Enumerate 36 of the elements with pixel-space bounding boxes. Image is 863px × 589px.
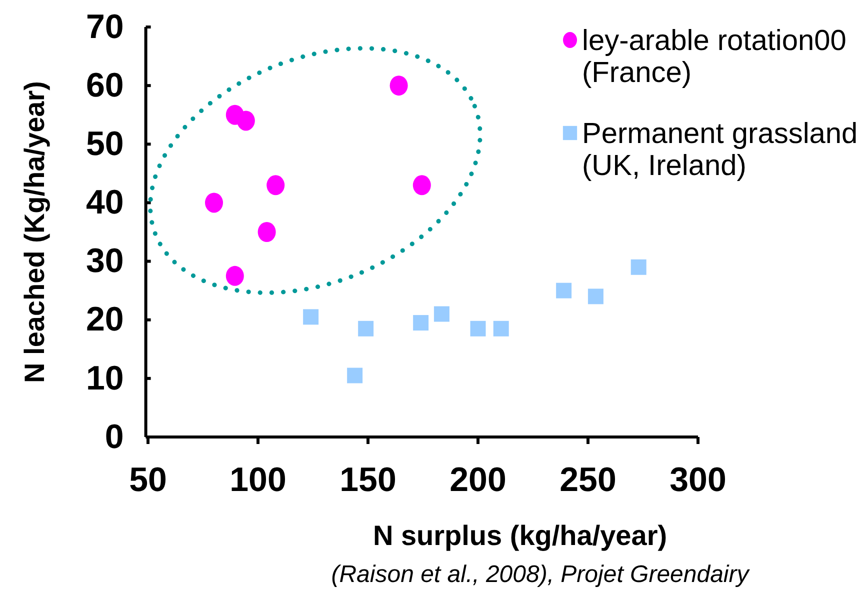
y-axis-title: N leached (Kg/ha/year) — [19, 81, 50, 383]
x-tick-label: 50 — [129, 461, 167, 500]
point — [266, 175, 285, 196]
x-tick-label: 100 — [230, 461, 286, 500]
legend-label: Permanent grassland (UK, Ireland) — [582, 118, 858, 182]
y-tick-label: 0 — [104, 418, 124, 456]
point — [226, 266, 244, 286]
y-tick-label: 40 — [86, 184, 124, 222]
point — [347, 368, 363, 384]
point — [412, 175, 431, 196]
x-tick-label: 200 — [450, 461, 506, 500]
point — [588, 288, 604, 304]
legend-label: ley-arable rotation00 (France) — [582, 25, 846, 89]
y-tick-label: 20 — [86, 300, 124, 339]
point — [236, 110, 255, 131]
point — [258, 222, 276, 242]
point — [390, 76, 408, 96]
x-tick-label: 150 — [340, 461, 396, 500]
point — [205, 192, 223, 213]
x-axis-title: N surplus (kg/ha/year) — [372, 520, 668, 551]
y-tick-label: 30 — [86, 242, 124, 280]
x-tick-label: 300 — [670, 461, 726, 500]
point — [470, 320, 486, 336]
point — [556, 282, 572, 298]
point — [630, 259, 646, 275]
text: (Raison et al., 2008), Projet Greendairy — [331, 561, 751, 588]
y-tick-label: 10 — [86, 359, 124, 398]
point — [434, 306, 450, 322]
x-tick-label: 250 — [560, 461, 616, 500]
point — [303, 309, 319, 325]
point — [493, 320, 509, 336]
y-tick-label: 60 — [86, 66, 124, 104]
y-tick-label: 50 — [86, 125, 124, 164]
point — [358, 320, 374, 336]
y-tick-label: 70 — [86, 8, 124, 46]
point — [413, 315, 429, 331]
